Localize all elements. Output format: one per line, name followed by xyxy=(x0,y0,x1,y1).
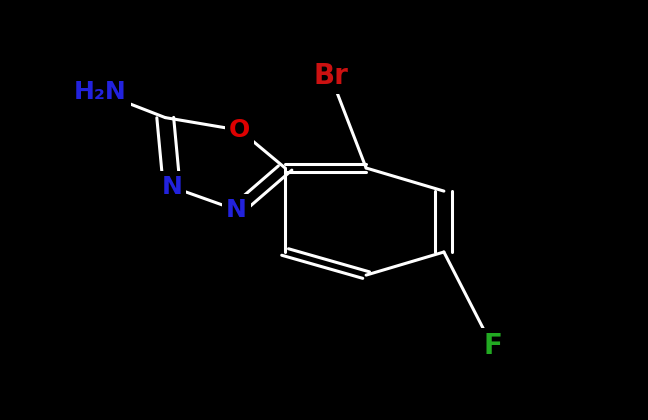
Text: O: O xyxy=(229,118,250,142)
Text: Br: Br xyxy=(313,62,348,89)
Text: N: N xyxy=(226,198,247,222)
Text: H₂N: H₂N xyxy=(74,80,127,105)
Text: N: N xyxy=(161,175,182,199)
Text: F: F xyxy=(483,333,502,360)
